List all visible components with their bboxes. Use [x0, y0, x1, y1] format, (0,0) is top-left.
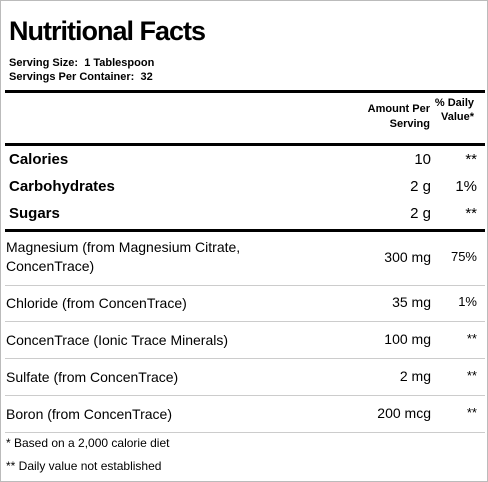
nutrient-daily-value: 1%	[458, 294, 477, 309]
nutrient-daily-value: **	[466, 405, 477, 420]
nutrient-name: Sugars	[9, 205, 60, 222]
nutrient-name: Calories	[9, 151, 69, 168]
nutrient-amount: 300 mg	[384, 249, 431, 265]
title: Nutritional Facts	[9, 16, 206, 46]
rule	[5, 143, 485, 146]
nutrient-name: ConcenTrace (Ionic Trace Minerals)	[6, 332, 229, 348]
nutrient-amount: 35 mg	[392, 294, 431, 310]
serving-size: Serving Size: 1 Tablespoon	[9, 57, 154, 69]
separator	[5, 285, 485, 286]
footnote: * Based on a 2,000 calorie diet	[6, 436, 170, 450]
amount-header: Amount Per Serving	[367, 103, 430, 130]
nutrient-amount: 2 g	[410, 178, 431, 195]
servings-label: Servings Per Container:	[9, 71, 135, 83]
nutrient-name: Carbohydrates	[9, 178, 115, 195]
footnote: ** Daily value not established	[6, 459, 162, 473]
nutrient-name: Sulfate (from ConcenTrace)	[6, 369, 179, 385]
nutrient-name: Magnesium (from Magnesium Citrate, Conce…	[6, 239, 241, 274]
nutrient-amount: 200 mcg	[377, 405, 431, 421]
nutrient-daily-value: **	[466, 331, 477, 346]
servings-value: 32	[140, 71, 153, 83]
nutrient-daily-value: 1%	[455, 178, 477, 195]
nutrient-daily-value: **	[465, 151, 477, 168]
nutrient-daily-value: 75%	[450, 249, 477, 264]
nutrient-daily-value: **	[466, 368, 477, 383]
nutrient-name: Chloride (from ConcenTrace)	[6, 295, 187, 311]
daily-value-header: % Daily Value*	[434, 97, 474, 123]
nutrient-amount: 100 mg	[384, 331, 431, 347]
separator	[5, 358, 485, 359]
separator	[5, 321, 485, 322]
nutrient-amount: 2 mg	[399, 368, 431, 384]
serving-size-value: 1 Tablespoon	[84, 57, 155, 69]
nutrient-amount: 10	[414, 151, 431, 168]
nutrient-amount: 2 g	[410, 205, 431, 222]
rule	[5, 229, 485, 232]
nutrient-name: Boron (from ConcenTrace)	[6, 406, 172, 422]
servings-per-container: Servings Per Container: 32	[9, 71, 153, 83]
serving-size-label: Serving Size:	[9, 57, 79, 69]
separator	[5, 395, 485, 396]
nutrient-daily-value: **	[465, 205, 477, 222]
separator	[5, 432, 485, 433]
rule	[5, 90, 485, 93]
